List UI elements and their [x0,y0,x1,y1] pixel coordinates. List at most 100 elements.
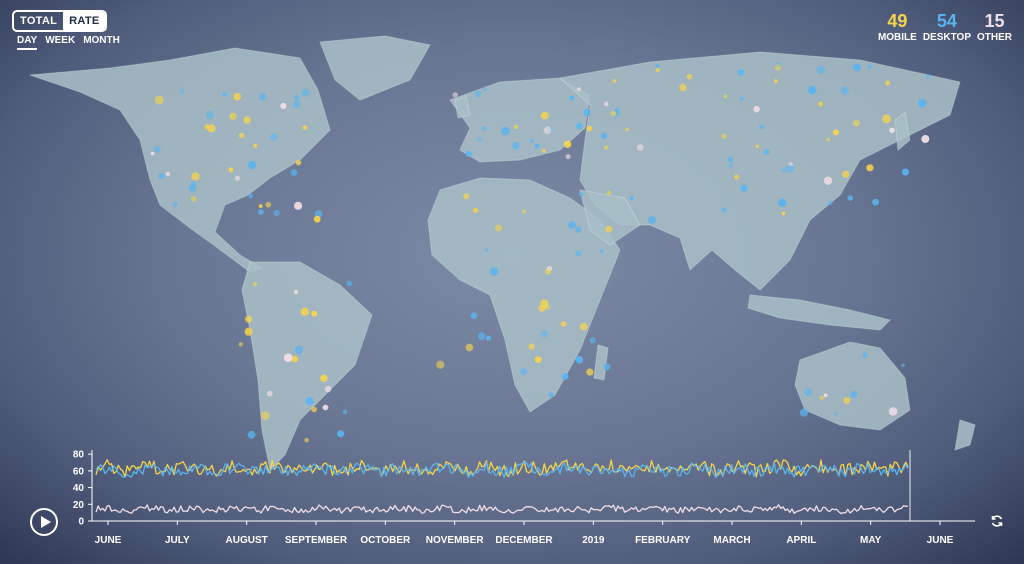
activity-dot [273,209,280,216]
tab-day[interactable]: DAY [17,35,38,50]
activity-dot [888,407,898,416]
continent-europe [449,77,591,163]
x-tick-label: SEPTEMBER [285,535,348,546]
activity-dot [583,108,591,117]
activity-dot [247,430,256,439]
x-tick-label: APRIL [786,535,816,546]
activity-dot [540,330,549,338]
activity-dot [346,280,353,287]
activity-dot [172,202,178,208]
activity-dot [534,143,540,149]
activity-dot [579,322,588,331]
activity-dot [205,110,215,120]
activity-dot [322,404,329,411]
x-tick-label: MAY [860,535,882,546]
activity-dot [629,196,634,201]
activity-dot [823,393,828,398]
stat-mobile-value: 49 [887,11,908,31]
activity-dot [294,345,303,354]
activity-dot [560,321,567,327]
activity-dot [866,164,874,172]
x-tick-label: JULY [165,535,190,546]
activity-dot [926,74,931,79]
activity-dot [436,360,445,369]
activity-dot [311,406,317,413]
y-tick-label: 80 [73,450,85,461]
activity-dot [248,193,254,199]
activity-dot [548,392,554,398]
activity-dot [740,184,748,192]
activity-dot [778,198,787,207]
continent-australia [794,341,911,431]
activity-dot [781,211,786,216]
activity-dot [818,101,823,107]
activity-dot [513,124,519,130]
activity-dot [819,395,824,400]
tab-week[interactable]: WEEK [45,35,76,46]
activity-dot [204,124,210,130]
continent-madagascar [593,344,609,381]
activity-dot [773,79,778,83]
activity-dot [853,63,861,72]
activity-dot [901,363,905,368]
activity-dot [265,201,272,208]
activity-dot [727,156,734,163]
activity-dot [686,73,693,80]
activity-dot [774,64,782,71]
refresh-button[interactable] [990,514,1004,528]
activity-dot [561,373,569,380]
activity-dot [739,96,744,101]
activity-dot [816,65,826,75]
activity-dot [150,151,155,156]
activity-dot [252,282,258,287]
series-line-other [95,504,909,515]
activity-dot [191,196,197,202]
chart-series [95,459,909,515]
activity-dot [785,164,794,173]
tab-month[interactable]: MONTH [83,35,120,46]
x-tick-label: 2019 [582,535,605,546]
activity-dot [563,140,572,148]
mode-total-button[interactable]: TOTAL [20,15,58,27]
continent-north-america [29,47,331,273]
stat-other-label: OTHER [977,32,1012,43]
activity-dot [565,154,571,160]
activity-dot [538,304,546,312]
stat-other-value: 15 [984,11,1005,31]
activity-dot [280,102,287,110]
activity-dot [238,132,245,139]
x-tick-label: MARCH [713,535,750,546]
activity-dot [575,356,584,364]
activity-dot [522,209,527,214]
activity-dot [541,148,546,153]
continent-uk [454,95,471,119]
range-tabs: DAY WEEK MONTH [17,35,120,50]
activity-dot [179,89,185,94]
activity-dot [832,129,839,136]
mode-toggle[interactable]: TOTAL RATE [12,10,108,32]
chart-axes [88,450,975,525]
activity-dot [679,83,687,92]
y-tick-label: 0 [78,517,84,528]
activity-dot [568,221,576,229]
activity-dot [304,437,309,443]
stat-desktop-label: DESKTOP [922,32,971,43]
activity-dot [489,267,499,276]
activity-dot [259,93,267,101]
activity-dot [465,150,472,158]
activity-dot [292,100,301,109]
mode-rate-button[interactable]: RATE [63,12,106,30]
activity-dot [484,248,489,253]
chart-labels: 0 20 40 60 80 JUNE JULY AUGUST SEPTEMBER OCTOBER N… [73,450,954,546]
stat-mobile: 49 MOBILE [878,10,917,44]
y-tick-label: 60 [73,466,85,477]
timeline-chart[interactable]: 0 20 40 60 80 JUNE JULY AUGUST SEPTEMBER OCTOBER N… [0,440,1024,564]
activity-dot [290,169,298,177]
activity-dot [482,87,487,91]
activity-dot [543,126,552,135]
play-button[interactable] [30,508,58,536]
activity-dot [901,168,910,176]
x-tick-label: FEBRUARY [635,535,691,546]
activity-dot [852,119,861,127]
